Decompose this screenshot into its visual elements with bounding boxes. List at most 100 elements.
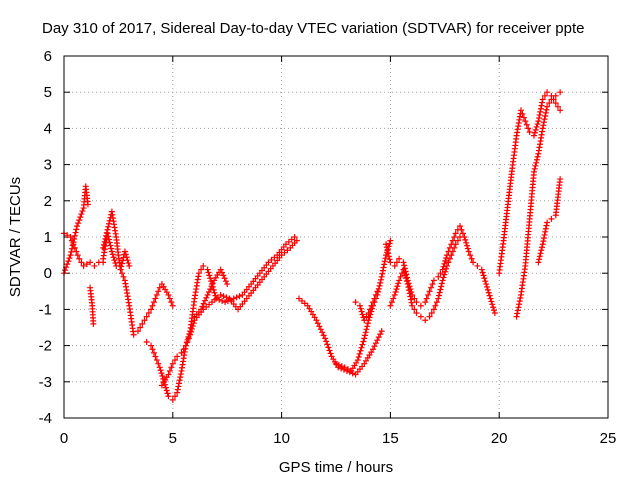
data-point [531, 168, 538, 175]
data-point [76, 255, 83, 262]
data-point [218, 269, 225, 276]
data-point [554, 103, 561, 110]
data-point [368, 302, 375, 309]
data-point [221, 275, 228, 282]
data-point [75, 220, 82, 227]
data-point [432, 302, 439, 309]
data-point [67, 234, 74, 240]
data-point [107, 242, 114, 249]
data-point [293, 237, 300, 244]
data-point [143, 338, 150, 345]
data-point [174, 389, 181, 396]
data-marks [61, 89, 564, 403]
data-point [322, 335, 329, 342]
data-point [485, 289, 492, 296]
data-point [557, 107, 564, 114]
data-point [536, 253, 543, 260]
data-point [364, 323, 371, 330]
data-point [158, 370, 165, 377]
data-point [411, 295, 418, 302]
data-point [402, 272, 409, 279]
data-point [540, 122, 547, 129]
data-point [360, 338, 367, 345]
data-point [208, 283, 215, 290]
data-point [148, 306, 155, 313]
data-point [400, 266, 407, 273]
data-point [163, 387, 170, 394]
data-point [105, 223, 112, 230]
data-point [369, 346, 376, 353]
data-point [409, 302, 416, 309]
data-point [543, 106, 550, 113]
data-point [185, 335, 192, 342]
data-point [470, 259, 477, 266]
data-point [406, 290, 413, 297]
data-point [393, 259, 400, 266]
data-point [452, 241, 459, 248]
data-point [65, 258, 72, 265]
data-point [406, 287, 413, 294]
data-point [378, 273, 385, 280]
data-point [177, 374, 184, 381]
data-point [441, 271, 448, 278]
data-point [548, 215, 555, 222]
data-point [386, 256, 393, 263]
data-point [364, 320, 371, 327]
data-point [105, 233, 112, 240]
data-point [520, 114, 527, 121]
y-tick-label: 3 [44, 157, 52, 174]
data-point [375, 288, 382, 295]
y-tick-label: 6 [44, 48, 52, 65]
data-point [544, 103, 551, 110]
data-point [539, 125, 546, 132]
data-point [383, 244, 390, 251]
data-point [536, 111, 543, 118]
data-point [211, 289, 218, 296]
data-point [531, 132, 538, 139]
data-point [380, 264, 387, 271]
data-point [557, 176, 564, 183]
data-point [375, 334, 382, 341]
data-point [195, 270, 202, 277]
data-point [542, 112, 549, 119]
data-point [220, 293, 227, 300]
data-point [122, 251, 129, 258]
data-point [149, 302, 156, 309]
data-point [519, 110, 526, 117]
data-point [198, 266, 205, 273]
data-point [462, 236, 469, 243]
data-point [436, 289, 443, 296]
data-point [433, 299, 440, 306]
data-point [537, 105, 544, 112]
data-point [382, 255, 389, 262]
data-point [411, 306, 418, 313]
data-point [425, 291, 432, 298]
data-point [148, 342, 155, 349]
data-point [126, 262, 133, 269]
data-point [222, 299, 229, 306]
data-point [393, 286, 400, 293]
data-point [515, 304, 522, 311]
data-point [118, 263, 125, 270]
data-point [458, 226, 465, 233]
data-point [188, 325, 195, 332]
data-point [452, 230, 459, 237]
data-point [73, 248, 80, 255]
data-point [134, 328, 141, 335]
data-point [546, 100, 553, 107]
data-point [557, 89, 564, 96]
data-point [539, 96, 546, 103]
data-point [539, 241, 546, 248]
data-point [407, 296, 414, 303]
data-point [525, 125, 532, 132]
data-point [333, 360, 339, 367]
data-point [400, 259, 407, 266]
data-point [385, 253, 392, 260]
data-point [358, 344, 365, 351]
data-point [66, 255, 73, 262]
data-point [517, 107, 524, 114]
data-point [356, 350, 363, 357]
data-point [403, 275, 410, 282]
data-point [108, 248, 115, 255]
data-point [217, 291, 224, 298]
